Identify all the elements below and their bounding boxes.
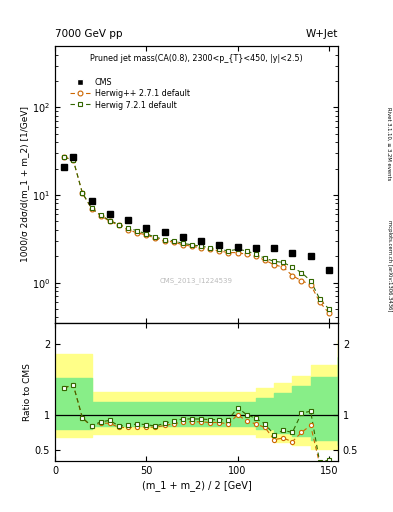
Text: W+Jet: W+Jet: [306, 29, 338, 39]
Y-axis label: Ratio to CMS: Ratio to CMS: [23, 362, 32, 421]
Text: CMS_2013_I1224539: CMS_2013_I1224539: [160, 278, 233, 285]
Text: mcplots.cern.ch [arXiv:1306.3436]: mcplots.cern.ch [arXiv:1306.3436]: [387, 221, 391, 312]
Text: Rivet 3.1.10, ≥ 3.2M events: Rivet 3.1.10, ≥ 3.2M events: [387, 106, 391, 180]
X-axis label: (m_1 + m_2) / 2 [GeV]: (m_1 + m_2) / 2 [GeV]: [141, 480, 252, 490]
Text: Pruned jet mass(CA(0.8), 2300<p_{T}<450, |y|<2.5): Pruned jet mass(CA(0.8), 2300<p_{T}<450,…: [90, 54, 303, 63]
Text: 7000 GeV pp: 7000 GeV pp: [55, 29, 123, 39]
Y-axis label: 1000/σ 2dσ/d(m_1 + m_2) [1/GeV]: 1000/σ 2dσ/d(m_1 + m_2) [1/GeV]: [20, 106, 29, 262]
Legend: CMS, Herwig++ 2.7.1 default, Herwig 7.2.1 default: CMS, Herwig++ 2.7.1 default, Herwig 7.2.…: [70, 78, 189, 110]
